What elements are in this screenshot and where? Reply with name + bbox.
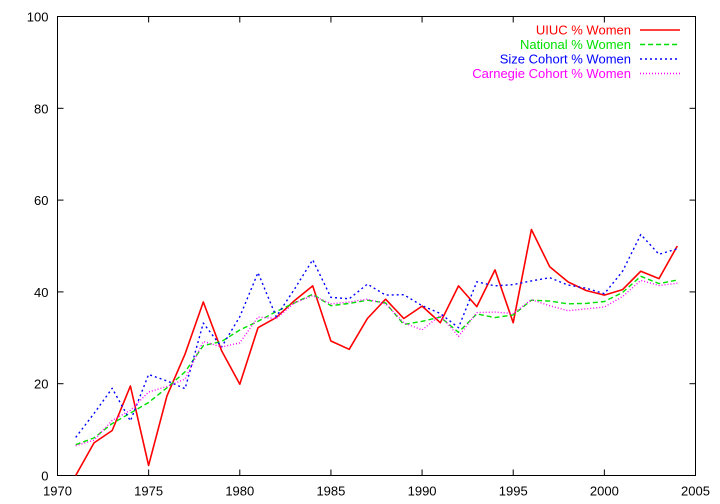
- plot-frame: [57, 16, 696, 476]
- x-tick-label: 1980: [225, 484, 254, 499]
- y-tick-label: 60: [34, 193, 48, 208]
- series-line-2: [75, 233, 678, 438]
- series-layer: [75, 228, 678, 476]
- y-tick-label: 80: [34, 101, 48, 116]
- y-tick-label: 100: [27, 10, 49, 25]
- y-tick-label: 40: [34, 285, 48, 300]
- x-tick-label: 1985: [316, 484, 345, 499]
- x-tick-label: 1970: [43, 484, 72, 499]
- y-tick-label: 20: [34, 377, 48, 392]
- x-tick-label: 1975: [134, 484, 163, 499]
- x-tick-label: 2000: [590, 484, 619, 499]
- series-line-3: [75, 279, 678, 447]
- x-tick-label: 1990: [408, 484, 437, 499]
- axis-ticks: 1970 1975 1980 1985 1990 1995 2000 2005 0 20 40 60 8…: [27, 10, 710, 499]
- y-tick-label: 0: [41, 469, 48, 484]
- legend-label-2: Size Cohort % Women: [500, 52, 631, 67]
- legend-label-0: UIUC % Women: [536, 23, 631, 38]
- legend-label-3: Carnegie Cohort % Women: [472, 66, 631, 81]
- x-tick-label: 1995: [499, 484, 528, 499]
- legend-label-1: National % Women: [520, 37, 631, 52]
- x-tick-label: 2005: [681, 484, 710, 499]
- series-line-0: [75, 228, 678, 476]
- series-line-1: [75, 275, 678, 446]
